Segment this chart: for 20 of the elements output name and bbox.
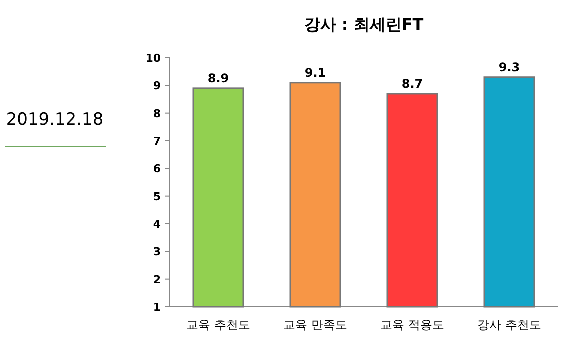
- y-tick-label: 5: [153, 190, 161, 204]
- y-tick-label: 3: [153, 246, 161, 259]
- y-tick-label: 2: [153, 273, 161, 286]
- x-tick-label: 강사 추천도: [478, 318, 542, 332]
- y-tick-label: 6: [153, 162, 162, 176]
- y-tick-label: 7: [153, 135, 161, 148]
- data-label: 9.3: [498, 60, 520, 74]
- y-tick-label: 4: [153, 218, 162, 231]
- chart-title: 강사 : 최세린FT: [304, 15, 424, 34]
- data-label: 8.9: [208, 71, 230, 86]
- x-tick-label: 교육 만족도: [284, 318, 348, 332]
- x-tick-label: 교육 추천도: [186, 318, 250, 332]
- data-label: 8.7: [402, 76, 424, 91]
- data-label: 9.1: [304, 66, 326, 80]
- y-tick-label: 8: [153, 107, 161, 120]
- y-tick-label: 1: [153, 301, 161, 314]
- x-tick-label: 교육 적용도: [380, 318, 444, 332]
- text: 2019.12.18: [6, 110, 104, 130]
- y-tick-label: 9: [153, 80, 161, 93]
- y-tick-label: 10: [146, 52, 162, 65]
